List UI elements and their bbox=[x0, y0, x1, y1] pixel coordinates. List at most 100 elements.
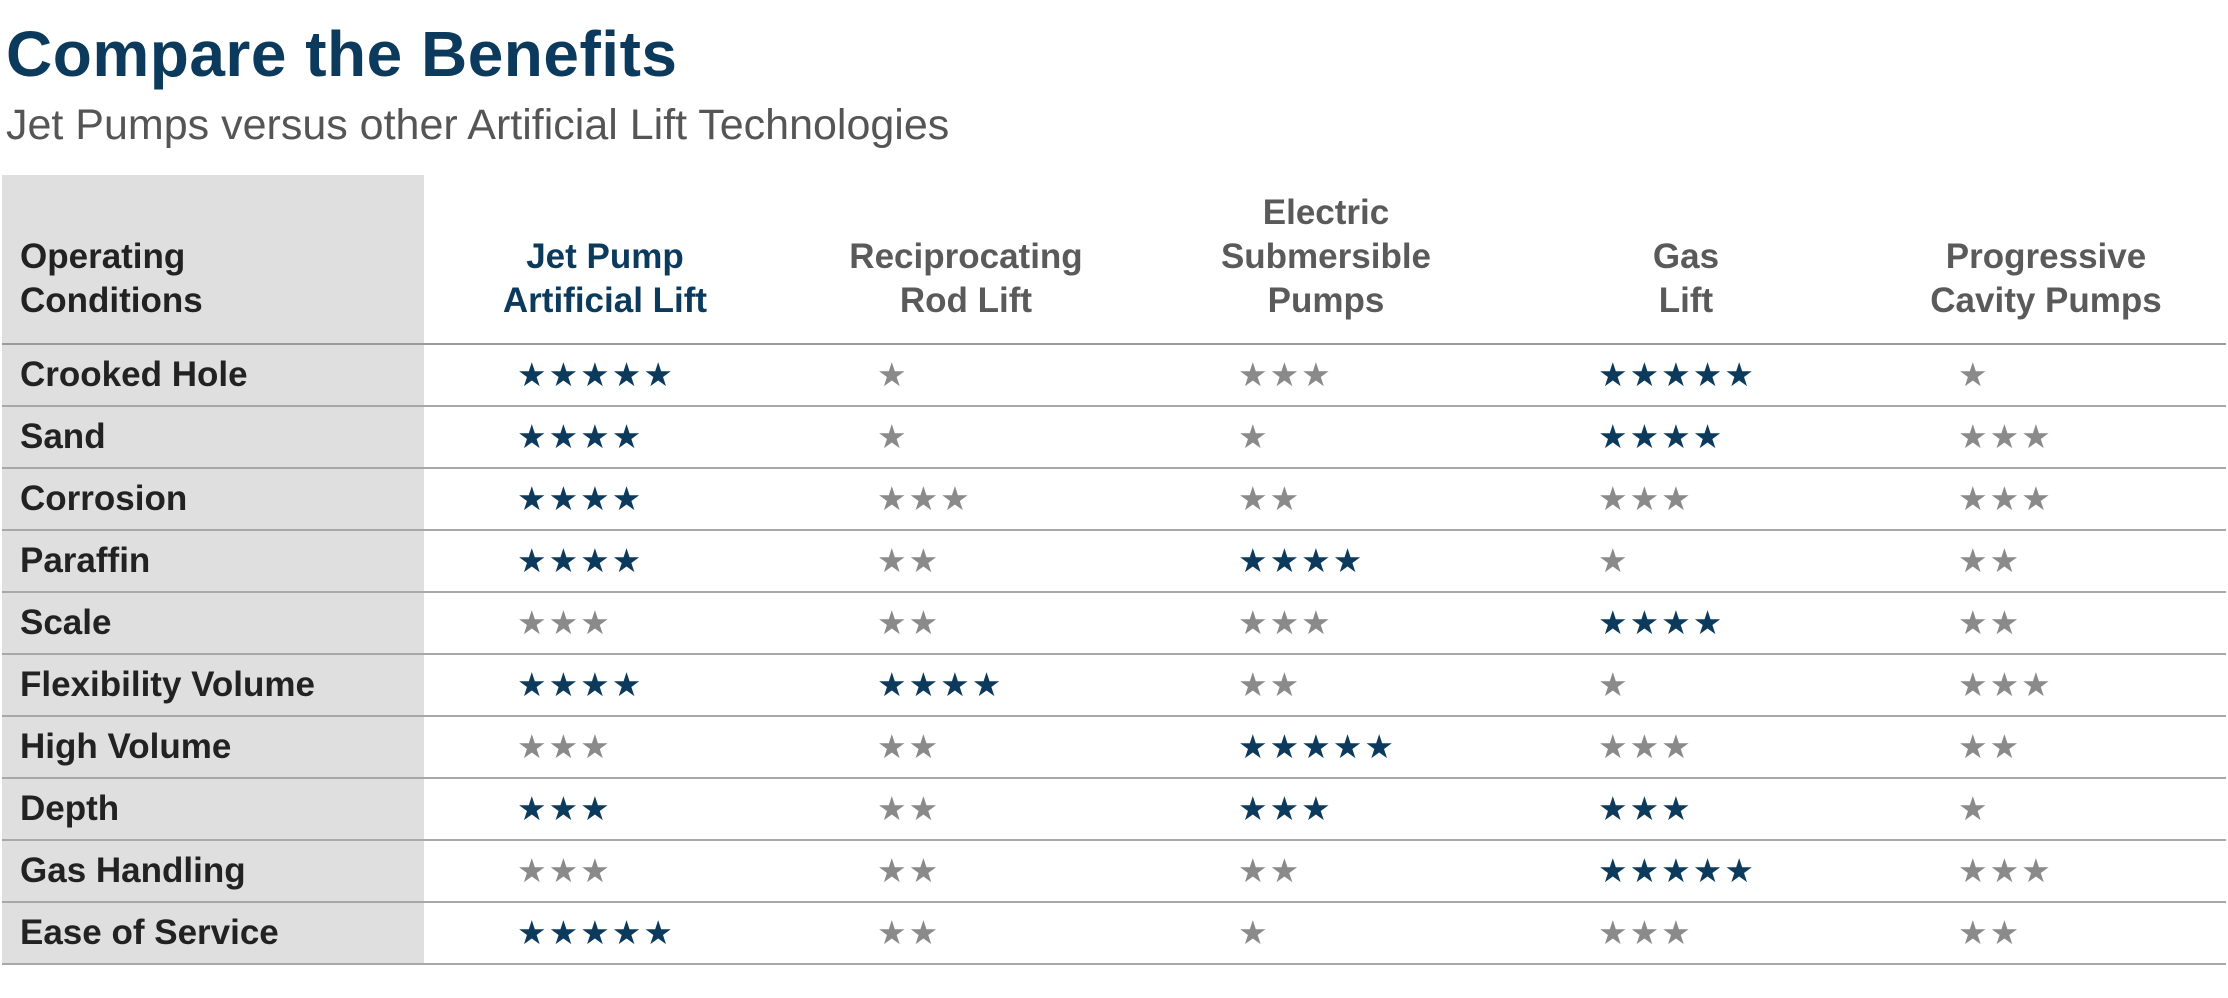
header-electric-submersible-pumps: Electric Submersible Pumps bbox=[1220, 193, 1432, 320]
table-row: Ease of Service ★★★★★ ★★ ★ ★★★ ★★ bbox=[2, 903, 2226, 965]
star-icon: ★★★★★ bbox=[1598, 851, 1756, 890]
star-icon: ★★★ bbox=[517, 789, 612, 828]
row-label: Flexibility Volume bbox=[20, 665, 315, 704]
rating-gas-lift: ★★★ bbox=[1506, 469, 1866, 529]
star-icon: ★★★★★ bbox=[517, 913, 675, 952]
star-icon: ★★ bbox=[1238, 851, 1302, 890]
table-row: Paraffin ★★★★ ★★ ★★★★ ★ ★★ bbox=[2, 531, 2226, 593]
table-row: Depth ★★★ ★★ ★★★ ★★★ ★ bbox=[2, 779, 2226, 841]
star-icon: ★ bbox=[1238, 913, 1270, 952]
star-icon: ★★ bbox=[877, 913, 941, 952]
star-icon: ★★★★★ bbox=[517, 355, 675, 394]
table-row: Gas Handling ★★★ ★★ ★★ ★★★★★ ★★★ bbox=[2, 841, 2226, 903]
star-icon: ★★ bbox=[1238, 479, 1302, 518]
rating-gas-lift: ★★★ bbox=[1506, 779, 1866, 839]
rating-reciprocating-rod-lift: ★★ bbox=[786, 903, 1146, 963]
star-icon: ★★ bbox=[1958, 913, 2022, 952]
header-operating-conditions: Operating Conditions bbox=[20, 237, 203, 320]
rating-gas-lift: ★★★ bbox=[1506, 717, 1866, 777]
header-jet-pump: Jet Pump Artificial Lift bbox=[502, 237, 708, 320]
star-icon: ★★★ bbox=[1958, 479, 2053, 518]
star-icon: ★ bbox=[877, 417, 909, 456]
star-icon: ★★★★ bbox=[517, 541, 644, 580]
rating-gas-lift: ★★★★★ bbox=[1506, 841, 1866, 901]
table-row: Sand ★★★★ ★ ★ ★★★★ ★★★ bbox=[2, 407, 2226, 469]
rating-electric-submersible-pumps: ★★ bbox=[1146, 841, 1506, 901]
star-icon: ★★★★ bbox=[517, 665, 644, 704]
row-label: Scale bbox=[20, 603, 112, 642]
table-header-row: Operating Conditions Jet Pump Artificial L… bbox=[2, 175, 2226, 345]
table-row: High Volume ★★★ ★★ ★★★★★ ★★★ ★★ bbox=[2, 717, 2226, 779]
row-label: Depth bbox=[20, 789, 120, 828]
star-icon: ★★★★ bbox=[517, 417, 644, 456]
header-gas-lift: Gas Lift bbox=[1652, 237, 1720, 320]
star-icon: ★★★ bbox=[877, 479, 972, 518]
rating-reciprocating-rod-lift: ★★ bbox=[786, 779, 1146, 839]
label-column-background bbox=[2, 175, 424, 963]
star-icon: ★★★ bbox=[1598, 789, 1693, 828]
star-icon: ★ bbox=[877, 355, 909, 394]
star-icon: ★★★ bbox=[517, 851, 612, 890]
rating-gas-lift: ★ bbox=[1506, 655, 1866, 715]
star-icon: ★★★★ bbox=[877, 665, 1004, 704]
rating-jet-pump: ★★★ bbox=[424, 779, 786, 839]
rating-progressive-cavity-pumps: ★★ bbox=[1866, 593, 2226, 653]
star-icon: ★ bbox=[1238, 417, 1270, 456]
star-icon: ★★★ bbox=[1238, 789, 1333, 828]
rating-progressive-cavity-pumps: ★★ bbox=[1866, 531, 2226, 591]
rating-jet-pump: ★★★★ bbox=[424, 407, 786, 467]
rating-gas-lift: ★★★★★ bbox=[1506, 345, 1866, 405]
row-label: Corrosion bbox=[20, 479, 188, 518]
star-icon: ★ bbox=[1598, 665, 1630, 704]
star-icon: ★★★ bbox=[1598, 727, 1693, 766]
star-icon: ★★★★ bbox=[1598, 603, 1725, 642]
star-icon: ★★★ bbox=[517, 603, 612, 642]
rating-jet-pump: ★★★ bbox=[424, 593, 786, 653]
header-progressive-cavity-pumps: Progressive Cavity Pumps bbox=[1930, 237, 2162, 320]
rating-progressive-cavity-pumps: ★★ bbox=[1866, 903, 2226, 963]
star-icon: ★★★ bbox=[1958, 417, 2053, 456]
rating-gas-lift: ★★★★ bbox=[1506, 407, 1866, 467]
rating-jet-pump: ★★★ bbox=[424, 841, 786, 901]
row-label: Paraffin bbox=[20, 541, 151, 580]
row-label: Ease of Service bbox=[20, 913, 279, 952]
table-row: Flexibility Volume ★★★★ ★★★★ ★★ ★ ★★★ bbox=[2, 655, 2226, 717]
table-row: Scale ★★★ ★★ ★★★ ★★★★ ★★ bbox=[2, 593, 2226, 655]
star-icon: ★★★ bbox=[1958, 851, 2053, 890]
star-icon: ★★ bbox=[877, 851, 941, 890]
star-icon: ★★★★ bbox=[517, 479, 644, 518]
row-label: Gas Handling bbox=[20, 851, 246, 890]
star-icon: ★★★★ bbox=[1598, 417, 1725, 456]
rating-gas-lift: ★★★ bbox=[1506, 903, 1866, 963]
star-icon: ★★ bbox=[877, 789, 941, 828]
rating-progressive-cavity-pumps: ★ bbox=[1866, 345, 2226, 405]
star-icon: ★★★★★ bbox=[1238, 727, 1396, 766]
rating-reciprocating-rod-lift: ★★ bbox=[786, 841, 1146, 901]
star-icon: ★★★ bbox=[1958, 665, 2053, 704]
star-icon: ★ bbox=[1958, 789, 1990, 828]
rating-reciprocating-rod-lift: ★ bbox=[786, 345, 1146, 405]
rating-reciprocating-rod-lift: ★★ bbox=[786, 593, 1146, 653]
table-body: Crooked Hole ★★★★★ ★ ★★★ ★★★★★ ★ Sand ★★★★ ★ ★ ★★★… bbox=[2, 345, 2226, 965]
rating-reciprocating-rod-lift: ★★ bbox=[786, 717, 1146, 777]
rating-progressive-cavity-pumps: ★★★ bbox=[1866, 655, 2226, 715]
rating-electric-submersible-pumps: ★★★ bbox=[1146, 345, 1506, 405]
rating-jet-pump: ★★★★ bbox=[424, 655, 786, 715]
page-subtitle: Jet Pumps versus other Artificial Lift T… bbox=[6, 101, 950, 149]
page-title: Compare the Benefits bbox=[6, 18, 678, 90]
table-row: Crooked Hole ★★★★★ ★ ★★★ ★★★★★ ★ bbox=[2, 345, 2226, 407]
star-icon: ★★★ bbox=[1238, 355, 1333, 394]
row-label: High Volume bbox=[20, 727, 232, 766]
star-icon: ★ bbox=[1958, 355, 1990, 394]
rating-gas-lift: ★ bbox=[1506, 531, 1866, 591]
rating-reciprocating-rod-lift: ★★★ bbox=[786, 469, 1146, 529]
star-icon: ★★ bbox=[1958, 603, 2022, 642]
star-icon: ★★ bbox=[877, 603, 941, 642]
star-icon: ★ bbox=[1598, 541, 1630, 580]
star-icon: ★★ bbox=[1958, 541, 2022, 580]
rating-electric-submersible-pumps: ★★★★ bbox=[1146, 531, 1506, 591]
rating-jet-pump: ★★★★ bbox=[424, 531, 786, 591]
star-icon: ★★★ bbox=[1238, 603, 1333, 642]
star-icon: ★★ bbox=[877, 541, 941, 580]
rating-reciprocating-rod-lift: ★★★★ bbox=[786, 655, 1146, 715]
